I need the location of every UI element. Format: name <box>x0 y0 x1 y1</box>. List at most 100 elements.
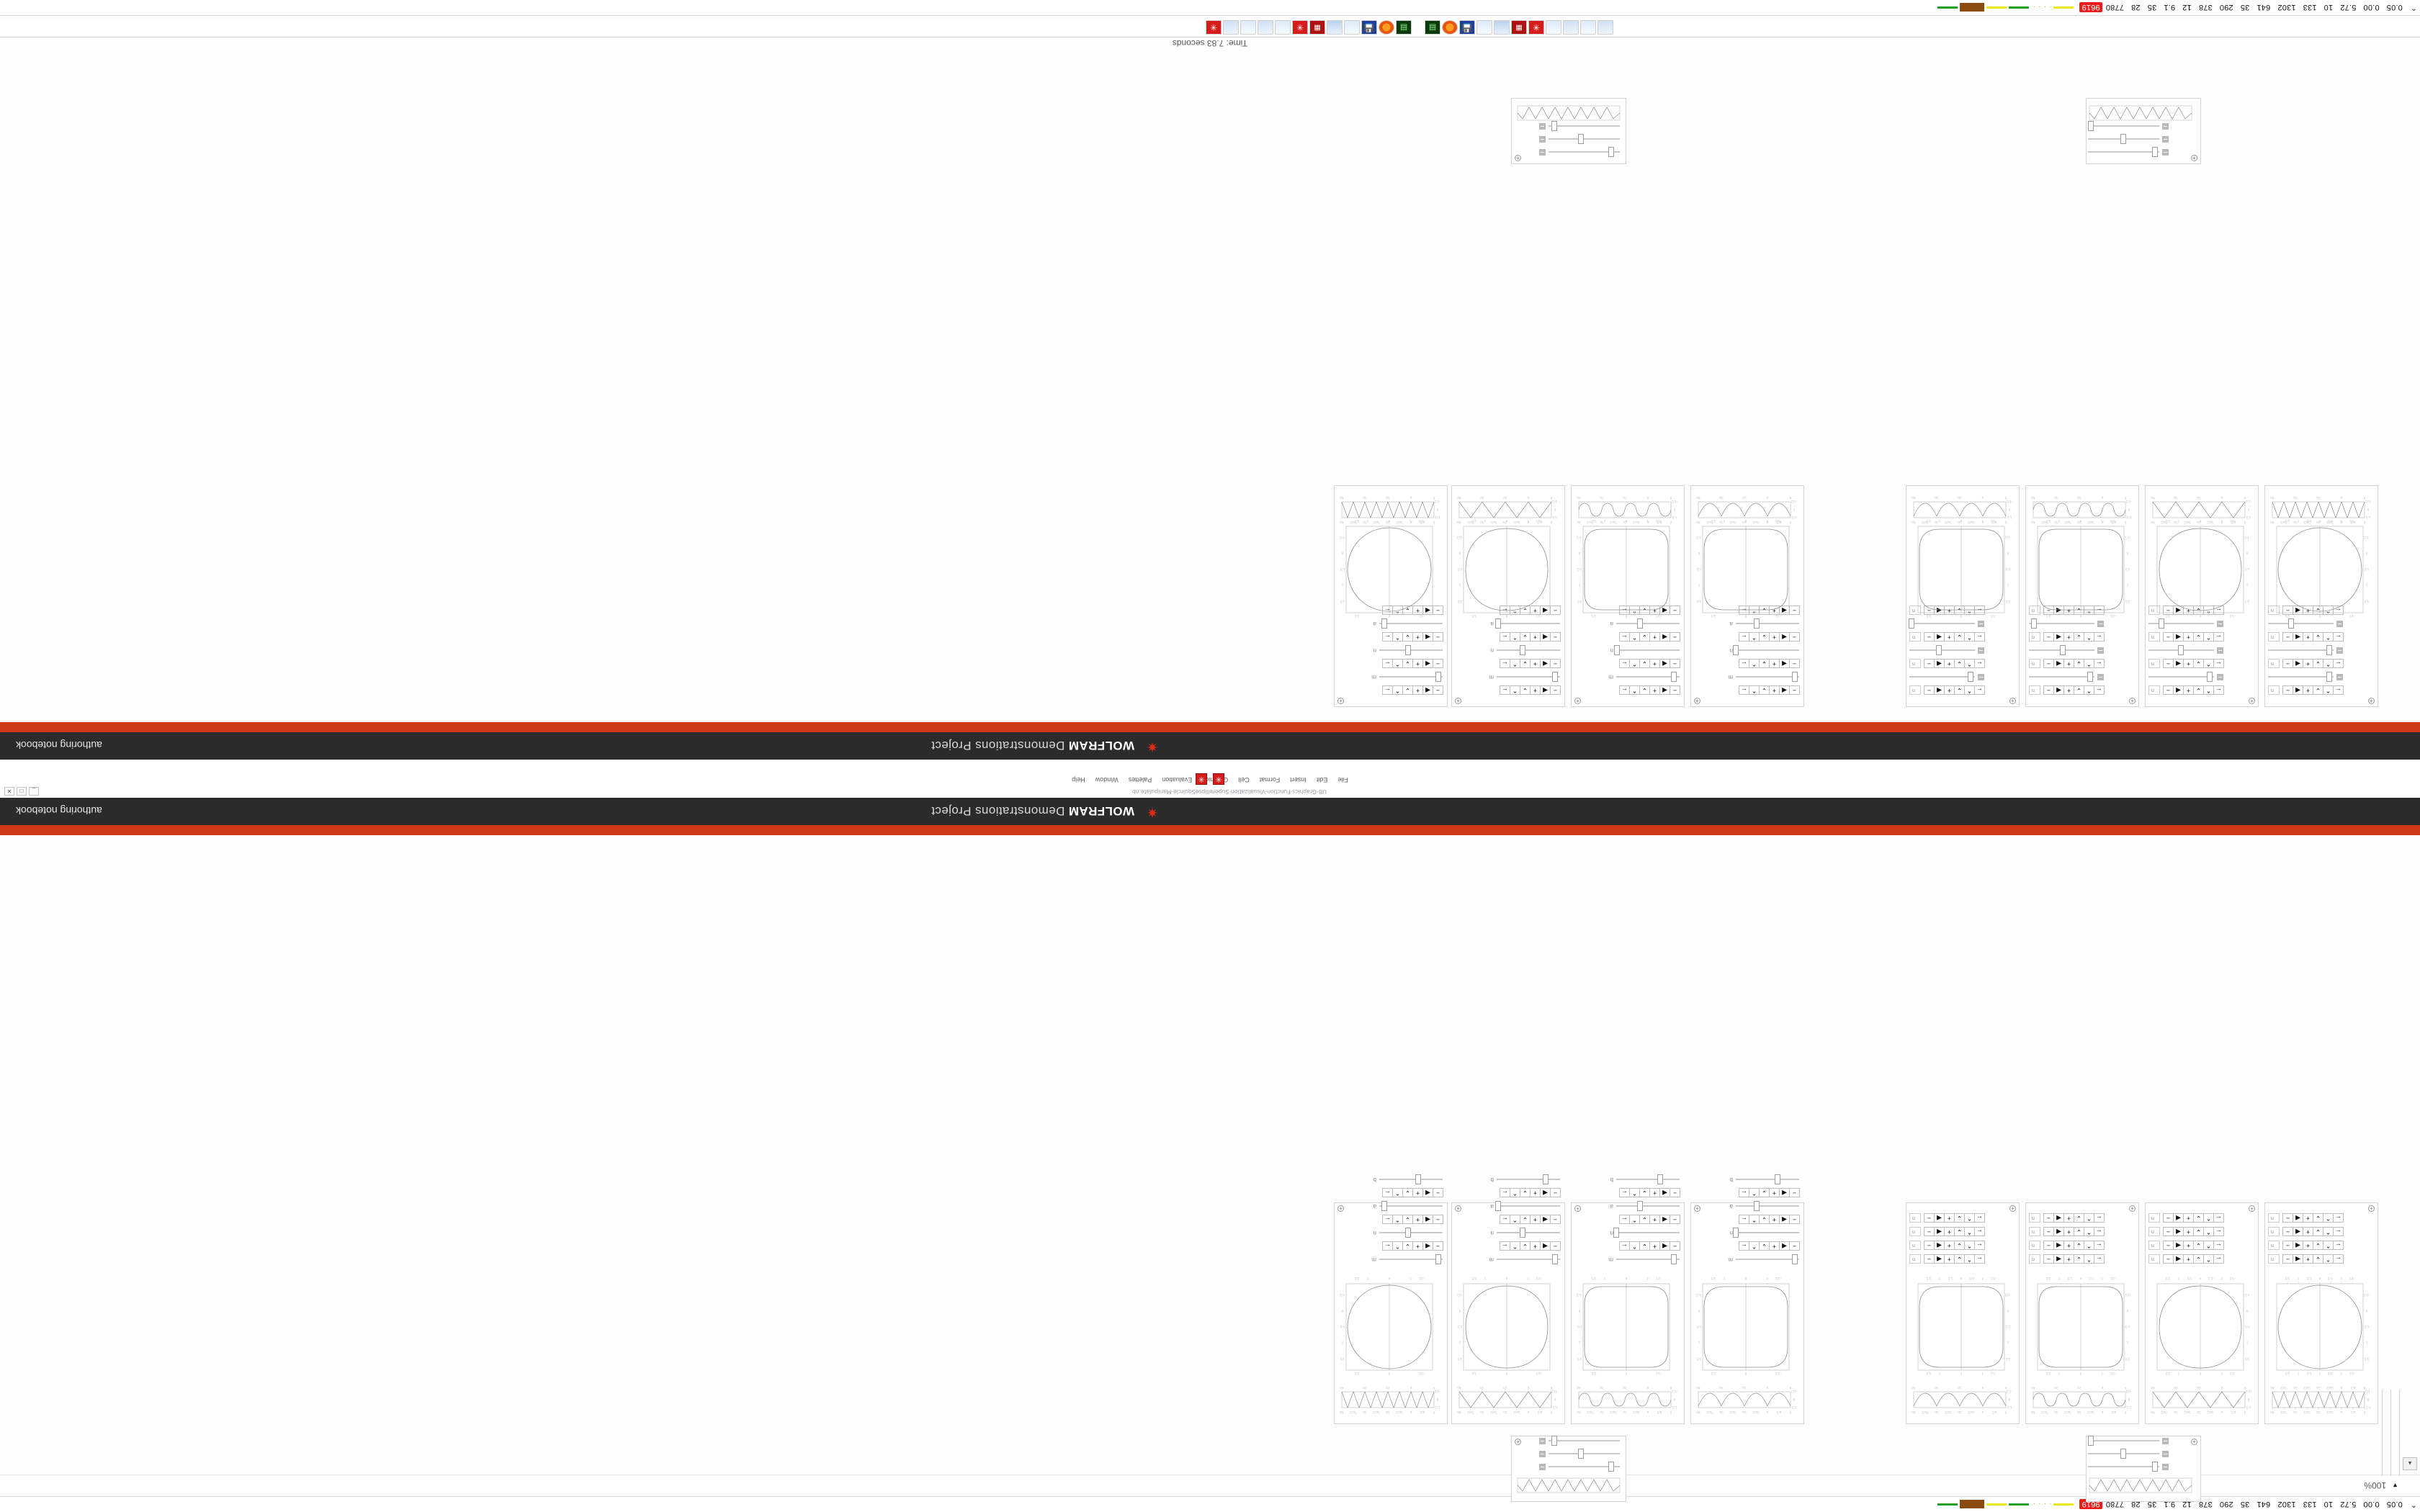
slider-row[interactable] <box>2088 147 2169 158</box>
play-reverse-button[interactable]: ◀ <box>1779 659 1790 668</box>
panel-resize-handle[interactable] <box>2191 155 2197 161</box>
slider-track[interactable] <box>1495 1201 1560 1212</box>
play-forward-button[interactable]: + <box>1412 1215 1423 1224</box>
decrement-icon[interactable] <box>2162 149 2169 156</box>
play-forward-button[interactable]: + <box>2063 685 2074 695</box>
step-back-button[interactable]: ← <box>2333 685 2344 695</box>
pause-button[interactable]: − <box>1924 685 1935 695</box>
animator-buttons[interactable]: ← ⌃ ⌄ + ◀ − <box>1924 1213 1985 1223</box>
slider-thumb[interactable] <box>1520 1228 1526 1238</box>
play-forward-button[interactable]: + <box>1944 1254 1955 1264</box>
animator-row[interactable]: − ◀ + ⌄ ⌃ ← <box>1368 684 1443 696</box>
play-reverse-button[interactable]: ◀ <box>2293 1227 2303 1236</box>
close-button[interactable]: ✕ <box>4 787 14 796</box>
play-reverse-button[interactable]: ◀ <box>2053 1213 2064 1223</box>
animator-row[interactable]: − ◀ + ⌄ ⌃ ← <box>1605 631 1680 643</box>
play-forward-button[interactable]: + <box>1944 1227 1955 1236</box>
slider-track[interactable] <box>1616 672 1680 683</box>
animator-buttons[interactable]: − ◀ + ⌄ ⌃ ← <box>1500 1241 1561 1251</box>
demo-panel[interactable]: 0 π/2 π 3π/2 2π 5π/2 3π 7π/2 4π 0 π 2π 3π 4π 1/2 0… <box>1334 1174 1448 1424</box>
slider-thumb[interactable] <box>1636 1201 1643 1212</box>
slower-button[interactable]: ⌄ <box>2313 685 2323 695</box>
demo-panel[interactable]: 0 π/2 π 3π/2 2π 5π/2 3π 7π/2 4π 0 π 2π 3π 4π 1/2 0… <box>1690 1174 1804 1424</box>
value-field[interactable]: n <box>2029 632 2040 642</box>
faster-button[interactable]: ⌃ <box>1749 685 1760 695</box>
step-back-button[interactable]: ← <box>1382 1241 1393 1251</box>
pause-button[interactable]: − <box>2163 1213 2174 1223</box>
play-reverse-button[interactable]: ◀ <box>1934 685 1945 695</box>
pause-button[interactable]: − <box>2282 1213 2293 1223</box>
faster-button[interactable]: ⌃ <box>1392 632 1403 642</box>
pause-button[interactable]: − <box>2043 659 2054 668</box>
play-reverse-button[interactable]: ◀ <box>1659 1215 1670 1224</box>
slider-row[interactable]: b <box>1724 1174 1799 1185</box>
animator-row[interactable]: − ◀ + ⌄ ⌃ ← <box>1605 684 1680 696</box>
mathematica-dark-icon[interactable] <box>1511 20 1527 35</box>
pause-button[interactable]: − <box>1433 1241 1443 1251</box>
slider-thumb[interactable] <box>1754 1201 1760 1212</box>
panel-resize-handle[interactable] <box>1694 1205 1700 1212</box>
slider-track[interactable] <box>2148 672 2214 683</box>
animator-row[interactable]: − ◀ + ⌄ ⌃ ← <box>1368 1213 1443 1225</box>
slider-track[interactable] <box>1616 1254 1680 1265</box>
menu-item-insert[interactable]: Insert <box>1290 776 1307 784</box>
step-back-button[interactable]: ← <box>1382 1215 1393 1224</box>
play-reverse-button[interactable]: ◀ <box>2173 632 2184 642</box>
animator-buttons[interactable]: − ◀ + ⌄ ⌃ ← <box>1739 1188 1800 1197</box>
faster-button[interactable]: ⌃ <box>1964 632 1975 642</box>
value-field[interactable]: n <box>2148 632 2160 642</box>
panel-resize-handle[interactable] <box>1515 155 1521 161</box>
caret-down-icon[interactable]: ▼ <box>2392 1482 2398 1490</box>
step-back-button[interactable]: ← <box>1974 685 1985 695</box>
step-back-button[interactable]: ← <box>2333 1227 2344 1236</box>
faster-button[interactable]: ⌃ <box>2203 1241 2214 1250</box>
value-field[interactable]: n <box>1909 1227 1921 1236</box>
step-back-button[interactable]: ← <box>1500 1215 1510 1224</box>
decrement-icon[interactable] <box>1978 621 1984 627</box>
pause-button[interactable]: − <box>1789 685 1800 695</box>
step-back-button[interactable]: ← <box>1739 632 1749 642</box>
step-back-button[interactable]: ← <box>2333 632 2344 642</box>
play-forward-button[interactable]: + <box>1944 1213 1955 1223</box>
play-forward-button[interactable]: + <box>2303 1241 2313 1250</box>
step-back-button[interactable]: ← <box>2213 632 2224 642</box>
pause-button[interactable]: − <box>1550 1215 1561 1224</box>
slider-row[interactable] <box>2029 645 2104 656</box>
slider-track[interactable] <box>2029 645 2094 656</box>
play-reverse-button[interactable]: ◀ <box>1540 1215 1551 1224</box>
animator-buttons[interactable]: ← ⌃ ⌄ + ◀ − <box>2282 1213 2344 1223</box>
animator-row[interactable]: − ◀ + ⌄ ⌃ ← <box>1724 1240 1800 1252</box>
value-field[interactable]: n <box>2268 659 2280 668</box>
pause-button[interactable]: − <box>1550 685 1561 695</box>
step-back-button[interactable]: ← <box>1974 1241 1985 1250</box>
faster-button[interactable]: ⌃ <box>1510 1215 1520 1224</box>
faster-button[interactable]: ⌃ <box>2323 1241 2334 1250</box>
slider-row[interactable]: a <box>1368 1201 1443 1212</box>
animator-buttons[interactable]: − ◀ + ⌄ ⌃ ← <box>1382 1241 1443 1251</box>
animator-buttons[interactable]: − ◀ + ⌄ ⌃ ← <box>1739 632 1800 642</box>
slower-button[interactable]: ⌄ <box>1402 1215 1413 1224</box>
animator-buttons[interactable]: ← ⌃ ⌄ + ◀ − <box>2043 632 2105 642</box>
play-reverse-button[interactable]: ◀ <box>2293 685 2303 695</box>
step-back-button[interactable]: ← <box>1974 1254 1985 1264</box>
pause-button[interactable]: − <box>2043 685 2054 695</box>
animator-row[interactable]: − ◀ + ⌄ ⌃ ← <box>1724 1213 1800 1225</box>
slider-row[interactable]: m <box>1605 672 1680 683</box>
document-icon[interactable] <box>1223 20 1239 35</box>
minimize-button[interactable]: _ <box>29 787 39 796</box>
slider-track[interactable] <box>1736 1254 1799 1265</box>
pause-button[interactable]: − <box>1550 659 1561 668</box>
slider-track[interactable] <box>2268 618 2334 629</box>
animator-buttons[interactable]: ← ⌃ ⌄ + ◀ − <box>1924 1227 1985 1236</box>
maximize-button[interactable]: □ <box>17 787 27 796</box>
slider-row[interactable] <box>1539 147 1620 158</box>
value-field[interactable]: n <box>1909 1254 1921 1264</box>
slower-button[interactable]: ⌄ <box>1954 659 1965 668</box>
slower-button[interactable]: ⌄ <box>1402 632 1413 642</box>
manipulate-controls[interactable]: ← ⌃ ⌄ + ◀ − n ← ⌃ ⌄ + ◀ − n <box>1909 1210 1985 1265</box>
play-reverse-button[interactable]: ◀ <box>1779 1215 1790 1224</box>
step-back-button[interactable]: ← <box>2094 659 2105 668</box>
play-forward-button[interactable]: + <box>1530 1188 1541 1197</box>
play-forward-button[interactable]: + <box>1769 632 1780 642</box>
animator-row[interactable]: − ◀ + ⌄ ⌃ ← <box>1485 1213 1561 1225</box>
